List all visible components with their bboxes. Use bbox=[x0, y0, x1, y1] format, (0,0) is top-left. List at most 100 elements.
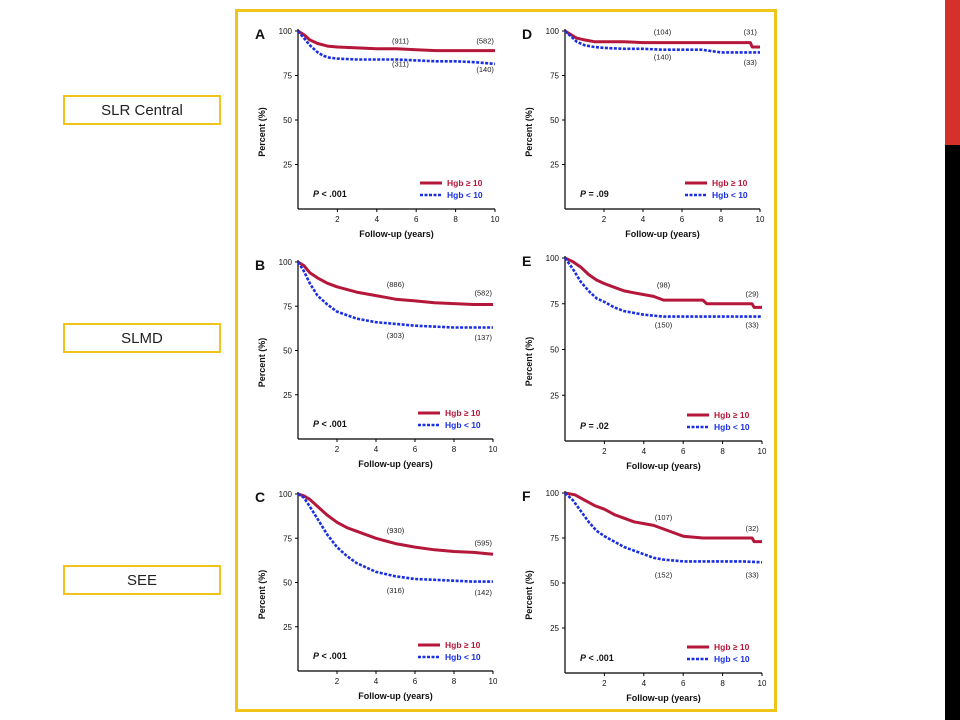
x-tick-label-e-4: 4 bbox=[642, 447, 647, 456]
count-label-f-1: (32) bbox=[745, 524, 759, 533]
legend-text-a-hgb-low: Hgb < 10 bbox=[447, 190, 483, 200]
x-axis-label-a: Follow-up (years) bbox=[359, 229, 434, 239]
count-label-c-2: (316) bbox=[387, 586, 405, 595]
y-tick-label-f-75: 75 bbox=[550, 534, 559, 543]
y-tick-label-e-50: 50 bbox=[550, 346, 559, 355]
x-tick-label-c-4: 4 bbox=[374, 677, 379, 686]
count-label-b-3: (137) bbox=[474, 333, 492, 342]
accent-bar-black bbox=[945, 145, 960, 720]
series-line-b-hgb-high bbox=[297, 260, 493, 306]
count-label-d-0: (104) bbox=[654, 28, 672, 37]
series-line-a-hgb-high bbox=[297, 29, 495, 53]
series-line-e-hgb-low bbox=[563, 257, 762, 318]
y-axis-label-e: Percent (%) bbox=[524, 337, 534, 387]
count-label-e-1: (29) bbox=[745, 289, 759, 298]
y-axis-label-d: Percent (%) bbox=[524, 107, 534, 157]
x-axis-label-c: Follow-up (years) bbox=[358, 691, 433, 701]
count-label-a-0: (911) bbox=[392, 36, 409, 45]
count-label-c-0: (930) bbox=[387, 526, 405, 535]
legend-text-d-hgb-low: Hgb < 10 bbox=[712, 190, 748, 200]
panel-letter-a: A bbox=[255, 26, 265, 42]
x-axis-label-b: Follow-up (years) bbox=[358, 459, 433, 469]
x-tick-label-b-2: 2 bbox=[335, 445, 340, 454]
x-tick-label-f-8: 8 bbox=[720, 679, 725, 688]
y-axis-label-c: Percent (%) bbox=[257, 570, 267, 620]
series-line-e-hgb-high bbox=[564, 256, 762, 309]
series-line-f-hgb-low bbox=[564, 492, 763, 564]
count-label-d-2: (140) bbox=[654, 52, 672, 61]
x-tick-label-c-8: 8 bbox=[452, 677, 457, 686]
count-label-d-1: (31) bbox=[744, 28, 758, 37]
x-tick-label-f-10: 10 bbox=[758, 679, 767, 688]
count-label-d-3: (33) bbox=[744, 58, 758, 67]
x-tick-label-e-8: 8 bbox=[720, 447, 725, 456]
x-tick-label-d-6: 6 bbox=[680, 215, 685, 224]
y-tick-label-c-25: 25 bbox=[283, 623, 292, 632]
x-axis-label-d: Follow-up (years) bbox=[625, 229, 700, 239]
x-tick-label-d-10: 10 bbox=[756, 215, 765, 224]
y-tick-label-a-75: 75 bbox=[283, 72, 292, 81]
legend-text-b-hgb-high: Hgb ≥ 10 bbox=[445, 408, 481, 418]
y-tick-label-e-25: 25 bbox=[550, 391, 559, 400]
y-tick-label-a-50: 50 bbox=[283, 116, 292, 125]
km-figure: A 25 50 75 100 2 4 6 8 10 Follow-up (years) Percent… bbox=[255, 26, 767, 703]
x-tick-label-a-8: 8 bbox=[453, 215, 458, 224]
y-tick-label-d-25: 25 bbox=[550, 161, 559, 170]
count-label-f-3: (33) bbox=[745, 571, 759, 580]
y-axis-label-b: Percent (%) bbox=[257, 338, 267, 388]
y-tick-label-d-50: 50 bbox=[550, 116, 559, 125]
p-value-a: P < .001 bbox=[313, 189, 347, 199]
x-axis-label-f: Follow-up (years) bbox=[626, 693, 701, 703]
y-tick-label-c-100: 100 bbox=[279, 490, 293, 499]
series-line-f-hgb-high bbox=[564, 491, 762, 544]
panel-letter-f: F bbox=[522, 488, 531, 504]
y-tick-label-f-25: 25 bbox=[550, 624, 559, 633]
count-label-b-2: (303) bbox=[387, 331, 405, 340]
y-tick-label-c-75: 75 bbox=[283, 534, 292, 543]
count-label-a-1: (582) bbox=[476, 36, 494, 45]
x-tick-label-a-2: 2 bbox=[335, 215, 340, 224]
p-value-b: P < .001 bbox=[313, 419, 347, 429]
legend-text-e-hgb-high: Hgb ≥ 10 bbox=[714, 410, 750, 420]
x-tick-label-d-8: 8 bbox=[719, 215, 724, 224]
count-label-f-0: (107) bbox=[655, 513, 673, 522]
count-label-b-1: (582) bbox=[474, 289, 492, 298]
legend-text-f-hgb-low: Hgb < 10 bbox=[714, 654, 750, 664]
y-tick-label-b-100: 100 bbox=[279, 258, 293, 267]
series-line-b-hgb-low bbox=[296, 261, 493, 329]
p-value-f: P < .001 bbox=[580, 653, 614, 663]
series-line-c-hgb-low bbox=[297, 492, 493, 583]
accent-bar-red bbox=[945, 0, 960, 145]
count-label-e-0: (98) bbox=[657, 280, 671, 289]
x-tick-label-b-10: 10 bbox=[489, 445, 498, 454]
x-tick-label-c-2: 2 bbox=[335, 677, 340, 686]
p-value-c: P < .001 bbox=[313, 651, 347, 661]
y-tick-label-a-25: 25 bbox=[283, 161, 292, 170]
panel-letter-d: D bbox=[522, 26, 532, 42]
y-tick-label-d-100: 100 bbox=[546, 27, 560, 36]
x-tick-label-f-4: 4 bbox=[642, 679, 647, 688]
series-line-d-hgb-high bbox=[564, 29, 760, 49]
count-label-c-3: (142) bbox=[474, 588, 492, 597]
x-tick-label-b-6: 6 bbox=[413, 445, 418, 454]
x-tick-label-e-6: 6 bbox=[681, 447, 686, 456]
y-tick-label-b-25: 25 bbox=[283, 391, 292, 400]
y-tick-label-d-75: 75 bbox=[550, 72, 559, 81]
legend-text-e-hgb-low: Hgb < 10 bbox=[714, 422, 750, 432]
legend-text-b-hgb-low: Hgb < 10 bbox=[445, 420, 481, 430]
legend-text-d-hgb-high: Hgb ≥ 10 bbox=[712, 178, 748, 188]
p-value-e: P = .02 bbox=[580, 421, 609, 431]
x-tick-label-a-4: 4 bbox=[375, 215, 380, 224]
label-slmd: SLMD bbox=[63, 323, 221, 353]
y-tick-label-f-100: 100 bbox=[546, 489, 560, 498]
count-label-e-2: (150) bbox=[655, 321, 673, 330]
x-tick-label-d-2: 2 bbox=[602, 215, 607, 224]
count-label-c-1: (595) bbox=[474, 538, 492, 547]
panel-letter-e: E bbox=[522, 253, 531, 269]
x-tick-label-c-10: 10 bbox=[489, 677, 498, 686]
label-slr-central: SLR Central bbox=[63, 95, 221, 125]
y-tick-label-c-50: 50 bbox=[283, 579, 292, 588]
count-label-a-3: (140) bbox=[476, 65, 494, 74]
count-label-f-2: (152) bbox=[655, 571, 673, 580]
x-axis-label-e: Follow-up (years) bbox=[626, 461, 701, 471]
